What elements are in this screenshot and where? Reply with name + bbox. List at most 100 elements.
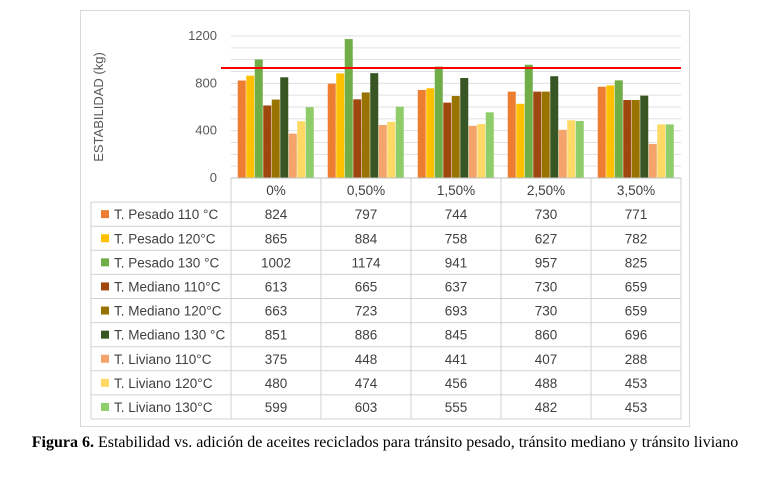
data-cell: 758 <box>445 231 468 246</box>
bar <box>387 121 396 178</box>
legend-label: T. Pesado 120°C <box>114 231 216 246</box>
data-cell: 797 <box>355 207 378 222</box>
data-cell: 851 <box>265 328 288 343</box>
legend-swatch <box>101 354 109 363</box>
data-cell: 456 <box>445 376 468 391</box>
legend-label: T. Liviano 120°C <box>114 376 213 391</box>
bar <box>516 103 525 178</box>
category-label: 3,50% <box>617 183 655 198</box>
data-cell: 771 <box>625 207 648 222</box>
bar <box>353 99 362 178</box>
data-cell: 453 <box>625 400 648 415</box>
bar <box>614 80 623 178</box>
data-cell: 480 <box>265 376 288 391</box>
data-cell: 730 <box>535 207 558 222</box>
data-cell: 288 <box>625 352 648 367</box>
data-cell: 845 <box>445 328 468 343</box>
bar <box>451 95 460 178</box>
bar <box>336 73 345 178</box>
data-cell: 474 <box>355 376 378 391</box>
data-cell: 825 <box>625 255 648 270</box>
bar <box>246 75 255 178</box>
data-cell: 1174 <box>351 255 381 270</box>
bar <box>468 125 477 178</box>
y-tick-label: 1200 <box>188 28 217 43</box>
bar <box>327 83 336 178</box>
legend-swatch <box>101 306 109 315</box>
category-label: 2,50% <box>527 183 565 198</box>
bar <box>541 91 550 178</box>
bar <box>606 85 615 178</box>
data-cell: 693 <box>445 304 468 319</box>
bar <box>631 100 640 178</box>
data-cell: 482 <box>535 400 558 415</box>
bar <box>648 143 657 178</box>
bar <box>280 77 289 178</box>
bar <box>640 95 649 178</box>
data-cell: 659 <box>625 279 648 294</box>
figure-caption: Figura 6. Estabilidad vs. adición de ace… <box>0 433 770 453</box>
legend-swatch <box>101 402 109 411</box>
category-label: 0% <box>266 183 286 198</box>
bar <box>485 112 494 178</box>
y-tick-label: 0 <box>210 170 217 185</box>
data-cell: 884 <box>355 231 378 246</box>
bar <box>623 100 632 178</box>
bar <box>665 124 674 178</box>
data-cell: 448 <box>355 352 378 367</box>
bar <box>426 88 435 178</box>
legend-swatch <box>101 282 109 291</box>
stability-chart: 0 400 800 1200 ESTABILIDAD (kg) 0% 0,50% 1,50% 2… <box>90 28 682 420</box>
data-cell: 555 <box>445 400 468 415</box>
bar <box>370 73 379 178</box>
bar <box>597 86 606 178</box>
bar <box>443 102 452 178</box>
category-label: 0,50% <box>347 183 385 198</box>
legend-label: T. Mediano 110°C <box>114 279 221 294</box>
legend-label: T. Pesado 110 °C <box>114 207 218 222</box>
bar <box>434 66 443 178</box>
bar <box>567 120 576 178</box>
data-cell: 613 <box>265 279 288 294</box>
bar <box>533 91 542 178</box>
data-cell: 627 <box>535 231 558 246</box>
bar <box>507 91 516 178</box>
bar <box>460 78 469 178</box>
data-cell: 824 <box>265 207 288 222</box>
legend-label: T. Liviano 110°C <box>114 352 212 367</box>
data-cell: 886 <box>355 328 378 343</box>
data-cell: 599 <box>265 400 288 415</box>
bar <box>378 124 387 178</box>
data-cell: 441 <box>445 352 468 367</box>
data-cell: 488 <box>535 376 558 391</box>
data-cell: 941 <box>445 255 468 270</box>
data-cell: 730 <box>535 279 558 294</box>
chart-frame: 0 400 800 1200 ESTABILIDAD (kg) 0% 0,50% 1,50% 2… <box>80 10 690 427</box>
data-cell: 696 <box>625 328 648 343</box>
bar <box>263 105 272 178</box>
data-cell: 782 <box>625 231 648 246</box>
legend-swatch <box>101 258 109 267</box>
bar <box>550 76 559 178</box>
data-cell: 730 <box>535 304 558 319</box>
y-tick-label: 400 <box>195 123 217 138</box>
data-cell: 865 <box>265 231 288 246</box>
bar <box>254 59 263 178</box>
bar <box>558 129 567 178</box>
legend-swatch <box>101 378 109 387</box>
data-cell: 407 <box>535 352 558 367</box>
data-cell: 860 <box>535 328 558 343</box>
bar <box>271 99 280 178</box>
data-cell: 957 <box>535 255 558 270</box>
bar <box>297 121 306 178</box>
legend-label: T. Mediano 130 °C <box>114 328 225 343</box>
bar <box>575 120 584 178</box>
bar <box>305 107 314 178</box>
caption-text: Estabilidad vs. adición de aceites recic… <box>93 434 739 451</box>
data-cell: 637 <box>445 279 468 294</box>
bar <box>237 80 246 178</box>
bar <box>477 124 486 178</box>
data-cell: 659 <box>625 304 648 319</box>
legend-swatch <box>101 330 109 339</box>
data-cell: 723 <box>355 304 378 319</box>
